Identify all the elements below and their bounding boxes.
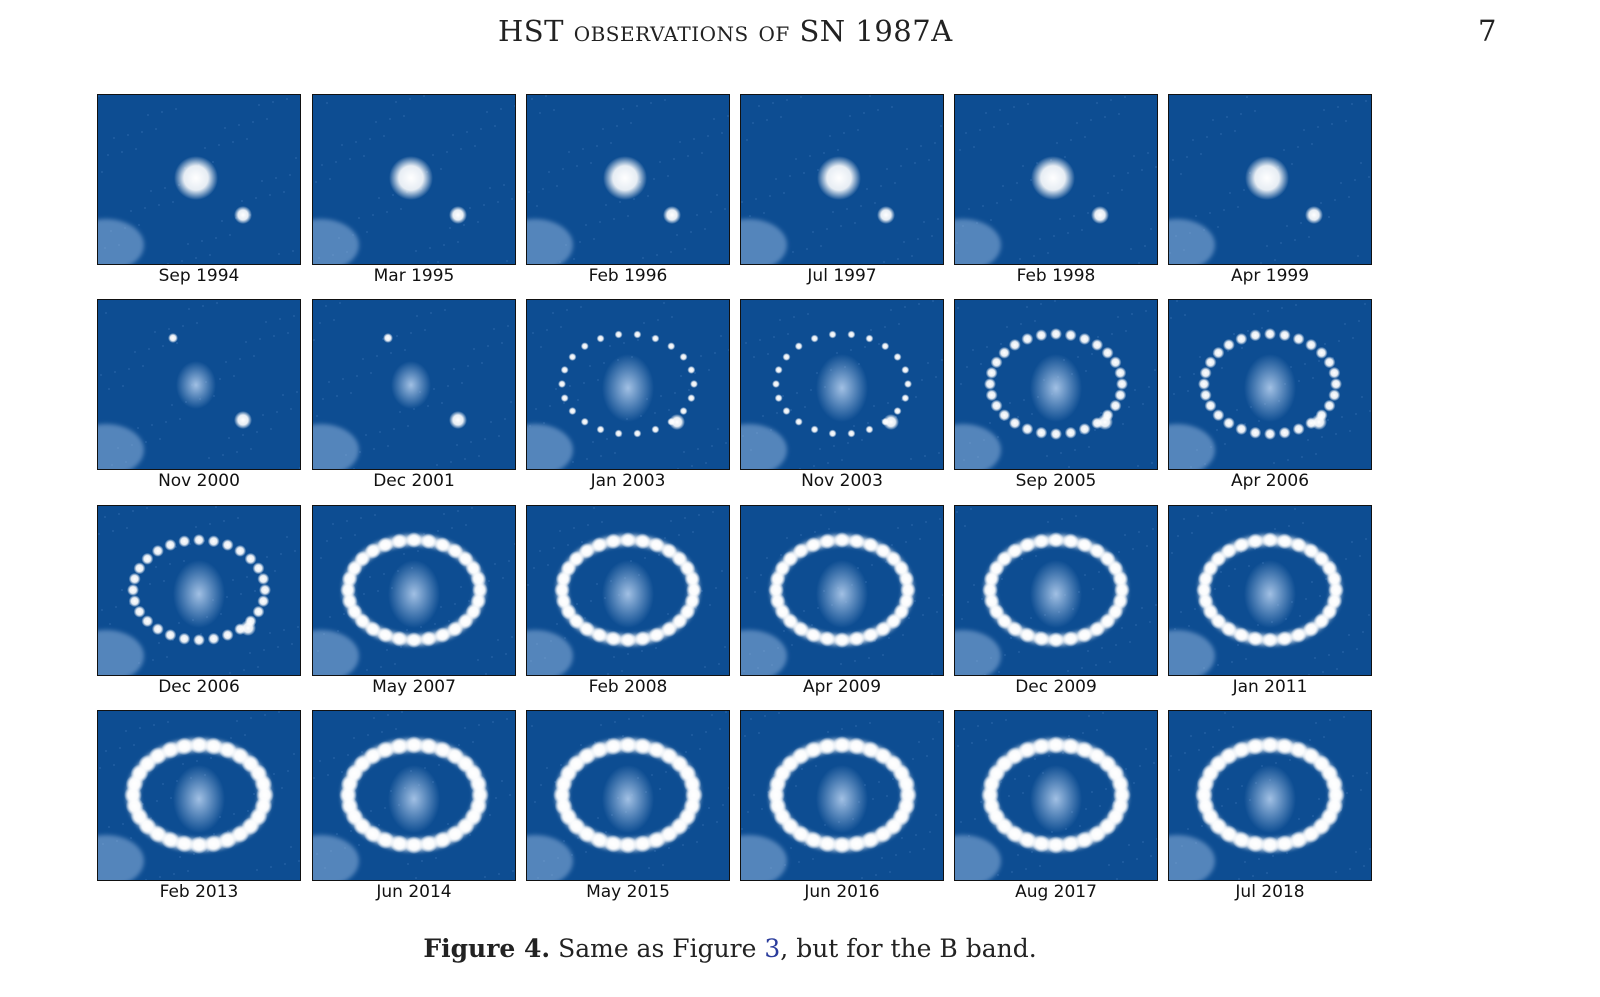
sn1987a-image <box>97 505 301 676</box>
sn1987a-image <box>740 94 944 265</box>
panel-date-label: Dec 2009 <box>1015 677 1097 697</box>
sn1987a-image <box>97 710 301 881</box>
sn1987a-image <box>954 505 1158 676</box>
figure-panel: Aug 2017 <box>954 710 1158 902</box>
panel-date-label: Mar 1995 <box>373 266 455 286</box>
sn1987a-image <box>1168 299 1372 470</box>
sn1987a-image <box>97 299 301 470</box>
sn1987a-image <box>1168 505 1372 676</box>
figure-panel: Feb 1996 <box>526 94 730 286</box>
figure-panel: Mar 1995 <box>312 94 516 286</box>
panel-date-label: Apr 2006 <box>1230 471 1310 491</box>
panel-date-label: May 2015 <box>586 882 670 902</box>
panel-date-label: Dec 2001 <box>373 471 455 491</box>
sn1987a-image <box>312 94 516 265</box>
panel-date-label: Jul 1997 <box>807 266 877 286</box>
panel-date-label: Feb 2008 <box>588 677 668 697</box>
figure-panel: Jul 1997 <box>740 94 944 286</box>
panel-date-label: May 2007 <box>372 677 456 697</box>
caption-text-before: Same as Figure <box>558 934 765 963</box>
running-head: HST observations of SN 1987A 7 <box>0 8 1600 52</box>
sn1987a-image <box>526 94 730 265</box>
panel-date-label: Nov 2000 <box>158 471 240 491</box>
sn1987a-image <box>740 710 944 881</box>
sn1987a-image <box>954 710 1158 881</box>
panel-date-label: Jun 2014 <box>376 882 452 902</box>
panel-date-label: Jun 2016 <box>804 882 880 902</box>
figure-grid: Sep 1994 Mar 1995 Feb 1996 Jul 1997 Feb 1998… <box>97 94 1377 914</box>
figure-panel: Dec 2006 <box>97 505 301 697</box>
sn1987a-image <box>954 299 1158 470</box>
figure-panel: Apr 2006 <box>1168 299 1372 491</box>
panel-date-label: Sep 2005 <box>1015 471 1097 491</box>
sn1987a-image <box>954 94 1158 265</box>
figure-panel: Sep 1994 <box>97 94 301 286</box>
figure-panel: May 2015 <box>526 710 730 902</box>
figure-label: Figure 4. <box>423 934 551 963</box>
figure-panel: Jan 2003 <box>526 299 730 491</box>
running-title: HST observations of SN 1987A <box>498 14 953 48</box>
panel-date-label: Jul 2018 <box>1235 882 1305 902</box>
caption-text-after: , but for the B band. <box>780 934 1037 963</box>
sn1987a-image <box>740 505 944 676</box>
figure-panel: Feb 2013 <box>97 710 301 902</box>
sn1987a-image <box>312 299 516 470</box>
panel-date-label: Feb 2013 <box>159 882 239 902</box>
page-number: 7 <box>1478 14 1497 48</box>
figure-reference-link[interactable]: 3 <box>764 934 781 963</box>
sn1987a-image <box>312 505 516 676</box>
sn1987a-image <box>1168 94 1372 265</box>
sn1987a-image <box>526 505 730 676</box>
panel-date-label: Feb 1996 <box>588 266 668 286</box>
figure-panel: May 2007 <box>312 505 516 697</box>
sn1987a-image <box>1168 710 1372 881</box>
panel-date-label: Apr 1999 <box>1230 266 1310 286</box>
panel-date-label: Dec 2006 <box>158 677 240 697</box>
figure-panel: Apr 2009 <box>740 505 944 697</box>
figure-panel: Jun 2016 <box>740 710 944 902</box>
figure-panel: Jan 2011 <box>1168 505 1372 697</box>
sn1987a-image <box>740 299 944 470</box>
figure-panel: Nov 2000 <box>97 299 301 491</box>
panel-date-label: Feb 1998 <box>1016 266 1096 286</box>
panel-date-label: Sep 1994 <box>158 266 240 286</box>
sn1987a-image <box>526 710 730 881</box>
figure-panel: Jul 2018 <box>1168 710 1372 902</box>
panel-date-label: Jan 2011 <box>1232 677 1308 697</box>
sn1987a-image <box>97 94 301 265</box>
figure-panel: Dec 2001 <box>312 299 516 491</box>
figure-panel: Feb 1998 <box>954 94 1158 286</box>
figure-panel: Sep 2005 <box>954 299 1158 491</box>
sn1987a-image <box>312 710 516 881</box>
figure-panel: Nov 2003 <box>740 299 944 491</box>
figure-panel: Feb 2008 <box>526 505 730 697</box>
sn1987a-image <box>526 299 730 470</box>
figure-panel: Dec 2009 <box>954 505 1158 697</box>
figure-panel: Apr 1999 <box>1168 94 1372 286</box>
panel-date-label: Nov 2003 <box>801 471 883 491</box>
panel-date-label: Apr 2009 <box>802 677 882 697</box>
panel-date-label: Jan 2003 <box>590 471 666 491</box>
figure-caption: Figure 4. Same as Figure 3, but for the … <box>0 934 1460 963</box>
figure-panel: Jun 2014 <box>312 710 516 902</box>
panel-date-label: Aug 2017 <box>1015 882 1097 902</box>
